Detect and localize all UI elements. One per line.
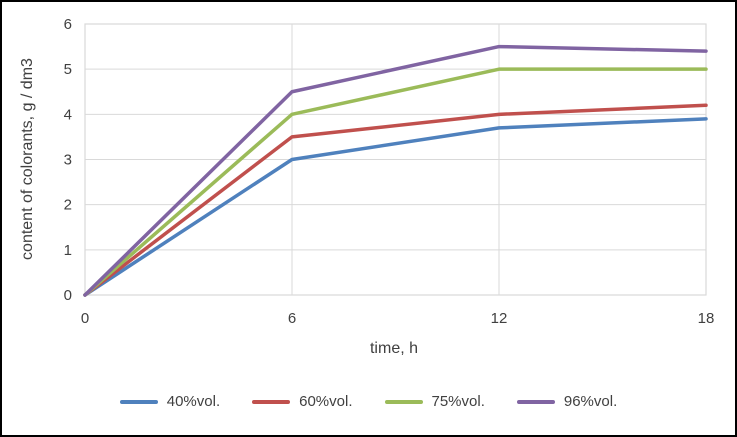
y-tick-label-6: 6 [64,16,72,33]
y-axis-title: content of colorants, g / dm3 [19,58,36,260]
legend-label: 75%vol. [431,393,485,410]
y-tick-label-0: 0 [64,287,72,304]
legend-label: 96%vol. [563,393,618,410]
legend-item-40%vol.: 40%vol. [119,393,221,410]
legend-line-swatch [384,399,423,404]
x-tick-label-12: 12 [491,310,508,327]
y-tick-label-4: 4 [64,106,72,123]
x-tick-label-6: 6 [288,310,296,327]
legend-label: 60%vol. [299,393,353,410]
legend-line-swatch [252,399,291,404]
y-tick-label-5: 5 [64,61,72,78]
legend-label: 40%vol. [166,393,221,410]
series-line-40%vol. [83,117,708,297]
legend-item-75%vol.: 75%vol. [384,393,485,410]
legend-line-swatch [516,399,555,404]
y-tick-label-2: 2 [64,197,72,214]
y-tick-label-3: 3 [64,152,72,169]
series-line-96%vol. [83,44,708,297]
y-tick-label-1: 1 [64,242,72,259]
legend-item-96%vol.: 96%vol. [516,393,618,410]
x-axis-title: time, h [369,340,418,357]
legend: 40%vol. 60%vol. 75%vol. 96%vol. [2,393,735,410]
series-line-75%vol. [83,67,708,297]
legend-line-swatch [119,399,158,404]
series-line-60%vol. [83,103,708,297]
plot-border [84,23,707,296]
x-tick-label-18: 18 [698,310,715,327]
x-tick-label-0: 0 [81,310,89,327]
legend-item-60%vol.: 60%vol. [252,393,353,410]
